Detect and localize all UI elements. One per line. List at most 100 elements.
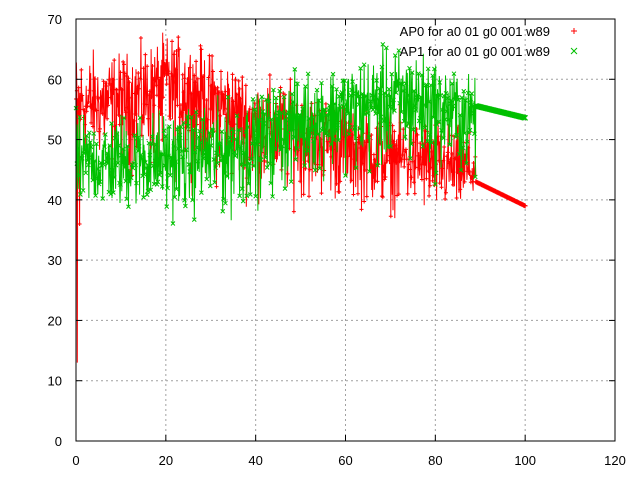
- data-point: [243, 129, 249, 134]
- data-point: [104, 150, 110, 156]
- data-point: [395, 146, 400, 151]
- data-point: [424, 138, 430, 144]
- data-point: [214, 150, 219, 156]
- data-point: [434, 122, 440, 127]
- data-point: [104, 84, 109, 89]
- data-point: [94, 141, 99, 147]
- data-point: [237, 193, 242, 199]
- data-point: [258, 157, 264, 163]
- data-point: [363, 168, 368, 173]
- data-point: [204, 98, 209, 103]
- data-point: [335, 122, 340, 128]
- data-point: [388, 144, 394, 149]
- data-point: [465, 169, 470, 174]
- data-point: [193, 109, 199, 115]
- data-point: [337, 190, 342, 195]
- data-point: [195, 158, 201, 164]
- data-point: [251, 163, 257, 169]
- data-point: [407, 65, 412, 71]
- data-point: [122, 165, 128, 170]
- data-point: [103, 81, 108, 86]
- data-point: [112, 58, 117, 63]
- data-point: [350, 79, 355, 84]
- data-point: [180, 154, 186, 160]
- data-point: [218, 69, 223, 74]
- data-point: [431, 114, 436, 120]
- data-point: [392, 108, 397, 114]
- data-point: [394, 84, 400, 89]
- data-point: [139, 156, 145, 161]
- data-point: [220, 208, 226, 214]
- data-point: [301, 105, 307, 111]
- data-point: [215, 85, 220, 90]
- data-point: [312, 167, 318, 173]
- data-point: [115, 160, 121, 166]
- data-point: [287, 113, 292, 119]
- data-point: [240, 75, 245, 80]
- data-point: [221, 92, 226, 97]
- data-point: [363, 140, 368, 145]
- data-point: [340, 78, 346, 84]
- data-point: [88, 144, 94, 150]
- data-point: [168, 154, 174, 160]
- data-point: [141, 194, 146, 200]
- data-point: [196, 134, 202, 140]
- data-point: [255, 117, 261, 123]
- data-point: [214, 184, 219, 189]
- data-point: [234, 113, 240, 119]
- series-1: [73, 41, 529, 226]
- data-point: [170, 221, 176, 226]
- data-point: [170, 74, 175, 79]
- data-point: [81, 151, 87, 156]
- data-point: [237, 86, 242, 91]
- data-point: [205, 117, 210, 122]
- data-point: [468, 100, 474, 105]
- data-point: [327, 111, 333, 116]
- data-point: [134, 180, 139, 186]
- data-point: [381, 169, 386, 174]
- data-point: [347, 124, 353, 130]
- data-point: [269, 116, 275, 122]
- data-point: [215, 153, 221, 159]
- data-point: [328, 142, 334, 147]
- data-point: [114, 87, 119, 92]
- data-point: [116, 113, 121, 118]
- data-point: [270, 194, 275, 199]
- data-point: [166, 153, 171, 159]
- data-point: [457, 112, 463, 118]
- data-point: [181, 120, 186, 126]
- data-point: [150, 63, 155, 68]
- data-point: [86, 162, 91, 168]
- x-tick-label: 100: [514, 453, 536, 468]
- data-point: [255, 141, 260, 147]
- data-point: [359, 207, 364, 212]
- data-point: [437, 181, 442, 186]
- y-tick-label: 70: [48, 12, 62, 27]
- data-point: [467, 127, 473, 133]
- data-point: [119, 152, 125, 158]
- data-point: [304, 147, 310, 153]
- data-point: [137, 115, 143, 121]
- data-point: [184, 113, 190, 119]
- data-point: [82, 148, 88, 153]
- data-point: [199, 116, 205, 122]
- data-point: [142, 172, 147, 177]
- data-point: [374, 78, 379, 83]
- data-point: [171, 144, 177, 149]
- data-point: [343, 173, 348, 178]
- data-point: [201, 148, 207, 154]
- data-point: [98, 126, 103, 131]
- data-point: [149, 141, 154, 147]
- data-point: [322, 107, 328, 113]
- data-point: [427, 183, 432, 188]
- data-point: [311, 124, 317, 130]
- data-point: [383, 175, 388, 180]
- data-point: [440, 166, 445, 171]
- data-point: [307, 167, 312, 172]
- data-point: [135, 148, 141, 154]
- data-point: [315, 131, 321, 137]
- data-point: [453, 156, 458, 161]
- data-point: [310, 115, 315, 121]
- data-point: [178, 102, 183, 107]
- data-point: [403, 147, 408, 152]
